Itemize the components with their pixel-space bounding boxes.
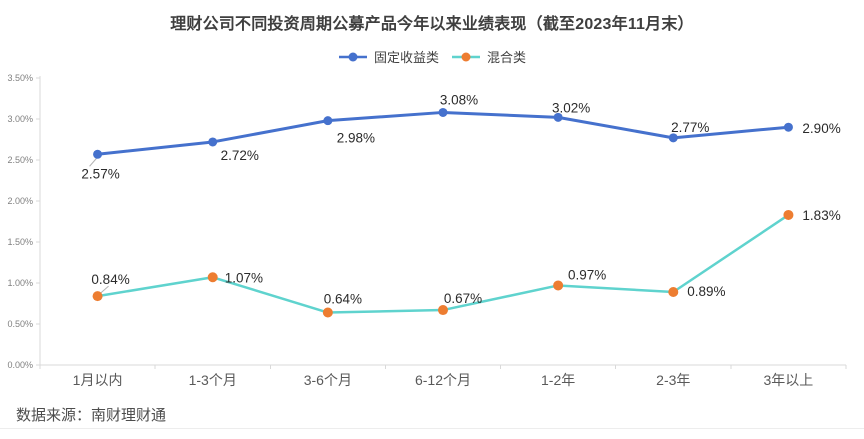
- data-point-label: 2.72%: [221, 148, 259, 163]
- data-point-label: 0.89%: [687, 284, 725, 299]
- y-tick-label: 3.00%: [7, 114, 33, 124]
- data-point-label: 1.07%: [225, 270, 263, 285]
- series-0: 2.57% 2.72% 2.98% 3.08% 3.02% 2.77% 2.90%: [81, 92, 840, 181]
- x-axis: 1月以内 1-3个月 3-6个月 6-12个月 1-2年 2-3年 3年以上: [39, 364, 847, 388]
- label-leader-line: [89, 157, 97, 167]
- data-point-marker: [93, 149, 103, 159]
- data-point-label: 1.83%: [802, 208, 840, 223]
- data-point-label: 2.77%: [671, 120, 709, 135]
- x-tick-label: 1月以内: [73, 372, 123, 388]
- data-point-label: 0.97%: [568, 267, 606, 282]
- data-point-marker: [322, 307, 333, 318]
- x-tick-label: 3-6个月: [304, 372, 352, 388]
- chart-title: 理财公司不同投资周期公募产品今年以来业绩表现（截至2023年11月末）: [170, 16, 694, 33]
- bottom-divider: [0, 428, 864, 429]
- legend: 固定收益类 混合类: [0, 47, 864, 66]
- x-tick-label: 6-12个月: [415, 372, 471, 388]
- data-point-marker: [438, 305, 448, 316]
- y-tick-label: 3.50%: [7, 73, 33, 83]
- data-point-label: 0.67%: [444, 291, 482, 306]
- legend-line-marker-icon: [338, 52, 367, 61]
- data-point-label: 2.90%: [802, 121, 840, 136]
- data-point-marker: [668, 287, 679, 298]
- y-axis: 0.00% 0.50% 1.00% 1.50% 2.00% 2.50% 3.00% 3.50%: [7, 73, 41, 370]
- x-tick-label: 1-2年: [541, 372, 575, 388]
- data-point-marker: [553, 280, 564, 291]
- legend-label-fixed-income: 固定收益类: [373, 50, 439, 65]
- legend-item-fixed-income: 固定收益类: [338, 47, 439, 66]
- legend-label-mixed: 混合类: [487, 50, 527, 65]
- data-point-marker: [783, 122, 793, 132]
- data-point-label: 0.64%: [324, 292, 362, 307]
- x-tick-label: 2-3年: [656, 372, 690, 388]
- x-tick-label: 3年以上: [764, 372, 814, 388]
- data-point-marker: [438, 107, 448, 117]
- data-point-marker: [207, 272, 218, 283]
- y-tick-label: 1.50%: [7, 237, 33, 247]
- data-source: 数据来源：南财理财通: [16, 407, 167, 424]
- data-point-label: 3.08%: [440, 92, 478, 107]
- data-point-marker: [553, 112, 563, 122]
- data-point-marker: [323, 116, 333, 126]
- y-tick-label: 2.00%: [7, 196, 33, 206]
- data-point-label: 0.84%: [91, 272, 129, 287]
- data-point-label: 2.98%: [337, 131, 375, 146]
- data-point-label: 3.02%: [552, 100, 590, 115]
- series-1: 0.84% 1.07% 0.64% 0.67% 0.97% 0.89% 1.83%: [91, 208, 841, 318]
- data-point-label: 2.57%: [81, 166, 119, 181]
- data-point-marker: [208, 137, 218, 147]
- data-point-marker: [783, 209, 794, 220]
- data-point-marker: [92, 291, 103, 302]
- label-leader-line: [100, 285, 109, 294]
- y-tick-label: 0.00%: [7, 360, 33, 370]
- data-point-marker: [668, 133, 678, 143]
- legend-item-mixed: 混合类: [451, 47, 526, 66]
- y-tick-label: 0.50%: [7, 319, 33, 329]
- y-tick-label: 1.00%: [7, 278, 33, 288]
- legend-line-marker-icon: [452, 52, 480, 61]
- y-tick-label: 2.50%: [7, 155, 33, 165]
- x-tick-label: 1-3个月: [189, 372, 237, 388]
